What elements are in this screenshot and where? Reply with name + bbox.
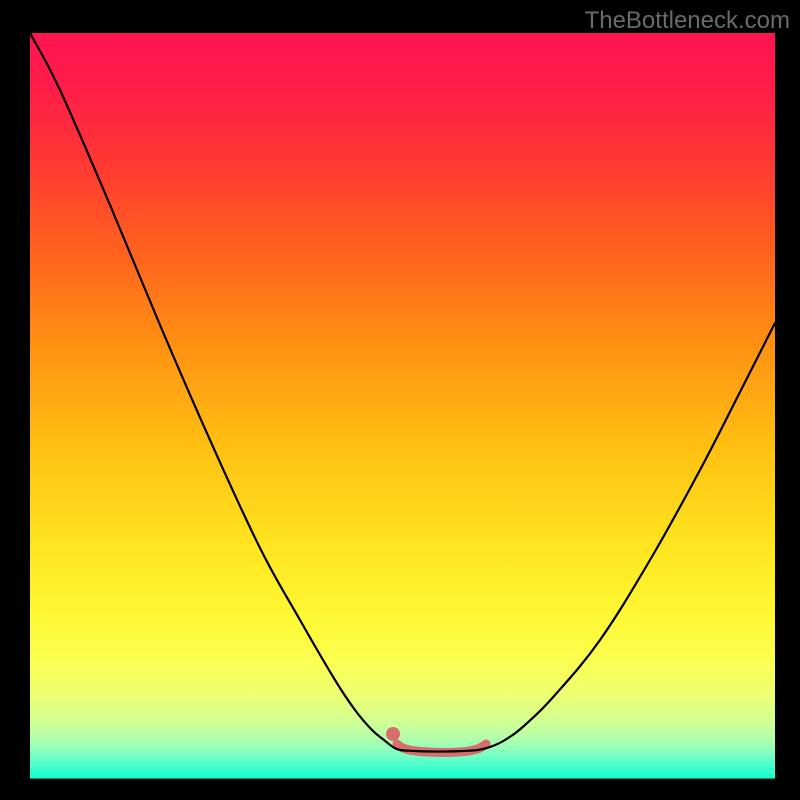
chart-container: TheBottleneck.com: [0, 0, 800, 800]
accent-start-dot: [386, 727, 400, 741]
bottleneck-curve: [30, 33, 775, 778]
watermark-text: TheBottleneck.com: [585, 7, 790, 35]
plot-area: [30, 33, 775, 778]
main-curve: [30, 33, 775, 752]
